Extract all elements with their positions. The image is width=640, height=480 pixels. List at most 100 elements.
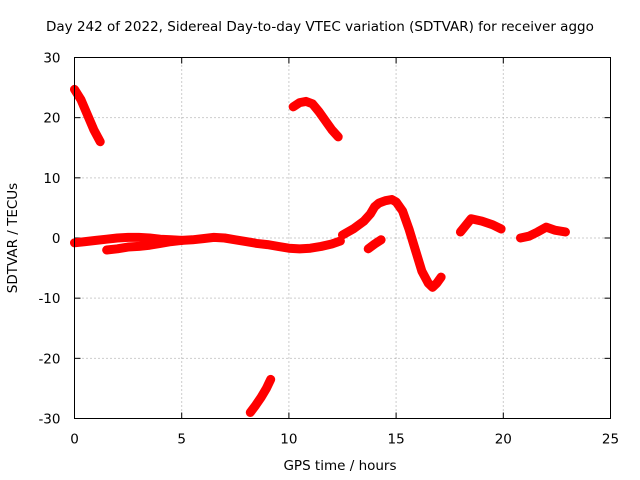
data-point bbox=[328, 126, 335, 133]
y-tick-label: -10 bbox=[38, 291, 60, 307]
data-point bbox=[328, 241, 335, 248]
data-point bbox=[232, 236, 239, 243]
data-point bbox=[360, 218, 367, 225]
series-arc-baseline-b bbox=[102, 235, 187, 255]
data-series bbox=[70, 84, 570, 417]
data-point bbox=[221, 235, 228, 241]
y-tick-label: -20 bbox=[38, 351, 60, 367]
data-point bbox=[189, 236, 196, 243]
data-point bbox=[498, 225, 505, 232]
data-point bbox=[84, 111, 91, 118]
series-arc-afternoon bbox=[338, 194, 446, 292]
series-arc-small bbox=[363, 235, 386, 254]
data-point bbox=[551, 227, 558, 234]
data-point bbox=[307, 245, 314, 252]
data-point bbox=[82, 238, 89, 245]
data-point bbox=[429, 284, 436, 291]
data-point bbox=[478, 218, 485, 225]
data-point bbox=[393, 198, 400, 205]
data-point bbox=[399, 207, 406, 214]
data-point bbox=[489, 221, 496, 228]
x-axis-label: GPS time / hours bbox=[283, 458, 397, 474]
y-axis-label: SDTVAR / TECUs bbox=[5, 182, 21, 294]
data-point bbox=[433, 280, 440, 287]
data-point bbox=[263, 385, 270, 392]
data-point bbox=[146, 235, 153, 241]
data-point bbox=[210, 234, 217, 241]
data-point bbox=[90, 126, 97, 133]
x-tick-label: 20 bbox=[495, 432, 512, 448]
data-point bbox=[114, 235, 121, 241]
data-point bbox=[253, 240, 260, 247]
series-arc-evening-b bbox=[515, 222, 570, 243]
data-point bbox=[526, 233, 533, 240]
data-point bbox=[275, 243, 282, 250]
data-point bbox=[77, 96, 84, 103]
y-tick-label: 0 bbox=[52, 231, 61, 247]
data-point bbox=[296, 245, 303, 252]
data-point bbox=[135, 234, 142, 241]
data-point bbox=[378, 236, 385, 243]
data-point bbox=[258, 394, 265, 401]
data-point bbox=[200, 235, 207, 242]
data-point bbox=[303, 98, 310, 105]
data-point bbox=[339, 231, 346, 238]
series-arc-evening-a bbox=[455, 214, 506, 237]
series-arc-late-high bbox=[288, 96, 343, 142]
series-arc-low-dip bbox=[245, 374, 276, 417]
data-point bbox=[371, 241, 378, 248]
data-point bbox=[468, 215, 475, 222]
y-tick-label: 10 bbox=[43, 171, 60, 187]
y-tick-label: 30 bbox=[43, 51, 60, 67]
data-point bbox=[125, 244, 132, 251]
data-point bbox=[337, 238, 344, 245]
data-point bbox=[97, 138, 104, 145]
data-point bbox=[350, 225, 357, 232]
data-point bbox=[167, 238, 174, 245]
data-point bbox=[367, 210, 374, 217]
data-point bbox=[517, 235, 524, 241]
data-point bbox=[114, 245, 121, 252]
x-tick-label: 0 bbox=[70, 432, 79, 448]
x-tick-label: 15 bbox=[388, 432, 405, 448]
data-point bbox=[534, 228, 541, 235]
data-point bbox=[457, 228, 464, 235]
data-point bbox=[375, 200, 382, 207]
chart-title: Day 242 of 2022, Sidereal Day-to-day VTE… bbox=[46, 19, 594, 35]
data-point bbox=[285, 245, 292, 252]
data-point bbox=[318, 243, 325, 250]
data-point bbox=[425, 280, 432, 287]
data-point bbox=[267, 376, 274, 383]
data-point bbox=[146, 242, 153, 249]
data-point bbox=[247, 409, 254, 416]
data-point bbox=[322, 117, 329, 124]
y-tick-label: 20 bbox=[43, 111, 60, 127]
data-point bbox=[125, 234, 132, 241]
data-point bbox=[418, 268, 425, 275]
tick-labels: 0 5 10 15 20 25 -30 -20 -10 0 10 20 30 bbox=[38, 51, 619, 448]
data-point bbox=[365, 245, 372, 252]
y-tick-label: -30 bbox=[38, 412, 60, 428]
series-line bbox=[338, 194, 446, 292]
data-point bbox=[296, 99, 303, 106]
data-point bbox=[178, 237, 185, 244]
data-point bbox=[382, 197, 389, 204]
data-point bbox=[252, 402, 259, 409]
data-point bbox=[157, 240, 164, 247]
plot-frame bbox=[74, 57, 611, 419]
x-tick-label: 10 bbox=[280, 432, 297, 448]
data-point bbox=[92, 237, 99, 244]
x-tick-label: 25 bbox=[602, 432, 619, 448]
series-arc-early-high bbox=[70, 84, 105, 147]
data-point bbox=[388, 196, 395, 203]
data-point bbox=[264, 241, 271, 248]
data-point bbox=[309, 100, 316, 107]
data-point bbox=[543, 224, 550, 231]
x-tick-label: 5 bbox=[177, 432, 186, 448]
data-point bbox=[135, 243, 142, 250]
data-point bbox=[243, 238, 250, 245]
data-point bbox=[103, 247, 110, 254]
data-point bbox=[335, 133, 342, 140]
data-point bbox=[103, 236, 110, 243]
